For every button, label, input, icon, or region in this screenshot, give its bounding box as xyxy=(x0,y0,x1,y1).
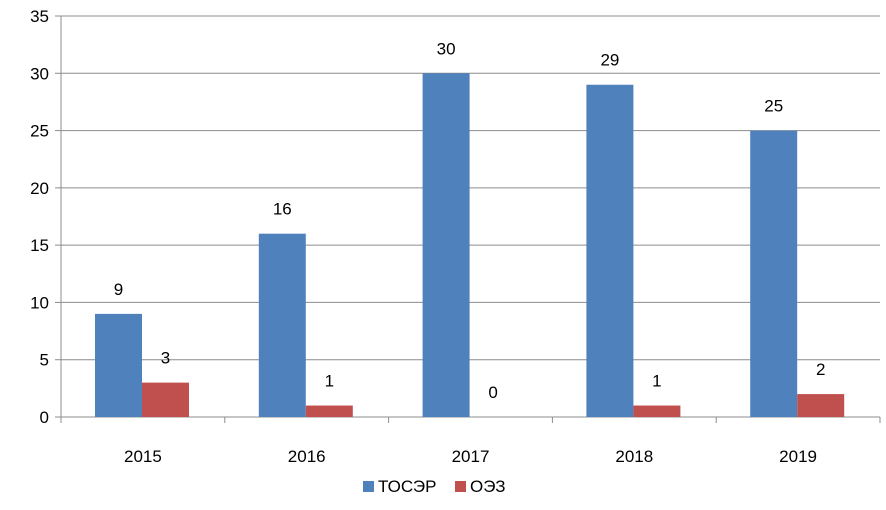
legend: ТОСЭР ОЭЗ xyxy=(363,477,506,496)
data-label: 16 xyxy=(273,200,292,219)
y-tick-label: 10 xyxy=(30,293,49,312)
y-tick-label: 5 xyxy=(40,351,49,370)
bar-series-1 xyxy=(258,233,306,417)
x-tick-label: 2018 xyxy=(615,447,653,466)
bars xyxy=(95,73,845,418)
bar-series-2 xyxy=(305,405,353,417)
x-tick-label: 2015 xyxy=(124,447,162,466)
bar-series-2 xyxy=(797,394,845,417)
data-label: 2 xyxy=(816,360,825,379)
x-tick-label: 2019 xyxy=(779,447,817,466)
legend-swatch xyxy=(455,481,466,492)
data-label: 25 xyxy=(764,97,783,116)
data-label: 3 xyxy=(161,349,170,368)
x-tick-label: 2016 xyxy=(288,447,326,466)
gridlines xyxy=(61,15,880,418)
legend-label: ОЭЗ xyxy=(470,477,506,496)
bar-series-1 xyxy=(422,73,470,418)
data-label: 29 xyxy=(600,51,619,70)
bar-series-1 xyxy=(586,84,634,417)
data-label: 30 xyxy=(437,39,456,58)
data-labels: 9 3 16 1 30 0 29 1 25 2 xyxy=(114,39,826,402)
bar-series-1 xyxy=(95,313,142,417)
y-tick-label: 25 xyxy=(30,122,49,141)
bar-series-2 xyxy=(142,382,189,417)
y-tick-label: 35 xyxy=(30,7,49,26)
y-tick-label: 20 xyxy=(30,179,49,198)
x-tick-label: 2017 xyxy=(452,447,490,466)
data-label: 1 xyxy=(652,372,661,391)
data-label: 9 xyxy=(114,280,123,299)
y-tick-label: 30 xyxy=(30,64,49,83)
bar-series-2 xyxy=(633,405,681,417)
bar-series-1 xyxy=(750,130,798,418)
legend-label: ТОСЭР xyxy=(378,477,437,496)
y-tick-label: 0 xyxy=(40,408,49,427)
legend-swatch xyxy=(363,481,374,492)
y-tick-label: 15 xyxy=(30,236,49,255)
data-label: 0 xyxy=(488,383,497,402)
data-label: 1 xyxy=(325,372,334,391)
